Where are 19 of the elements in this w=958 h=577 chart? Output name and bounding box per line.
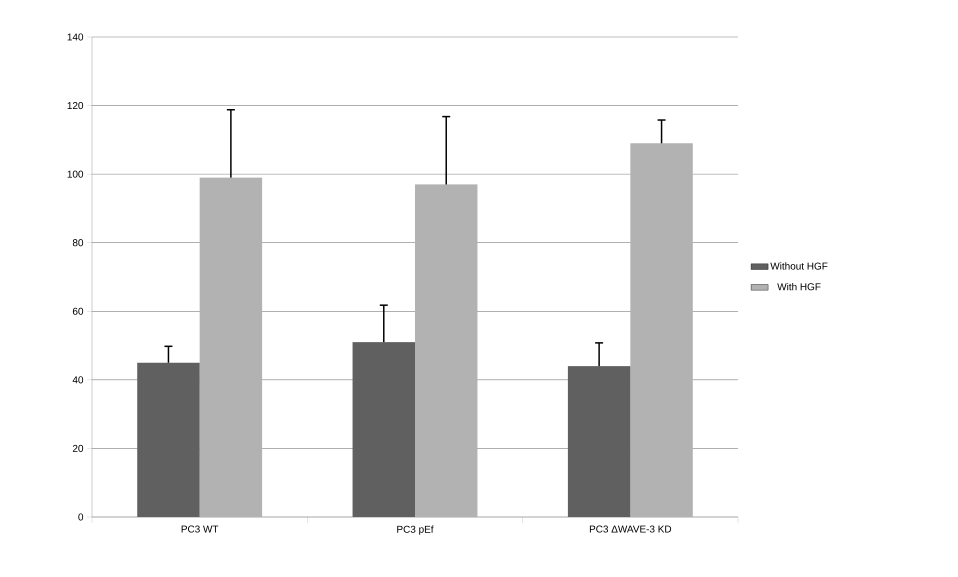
bar	[415, 184, 478, 517]
x-tick-label: PC3 WT	[182, 526, 218, 533]
y-tick-label: 80	[72, 239, 84, 246]
x-tick-label: PC3 ΔWAVE-3 KD	[590, 526, 672, 533]
legend-label: With HGF	[777, 282, 821, 290]
y-tick-label: 40	[72, 376, 84, 384]
bar	[200, 178, 262, 517]
legend-label: Without HGF	[770, 262, 828, 270]
x-tick-label: PC3 pEf	[397, 525, 434, 535]
bar	[137, 362, 200, 517]
y-tick-label: 100	[68, 170, 84, 178]
y-tick-label: 20	[72, 444, 84, 452]
bar	[630, 143, 693, 517]
bar	[568, 366, 630, 517]
y-tick-label: 120	[68, 102, 84, 110]
bar	[352, 342, 416, 517]
y-tick-label: 140	[68, 33, 84, 41]
y-tick-label: 60	[72, 308, 84, 315]
y-tick-label: 0	[78, 513, 84, 521]
